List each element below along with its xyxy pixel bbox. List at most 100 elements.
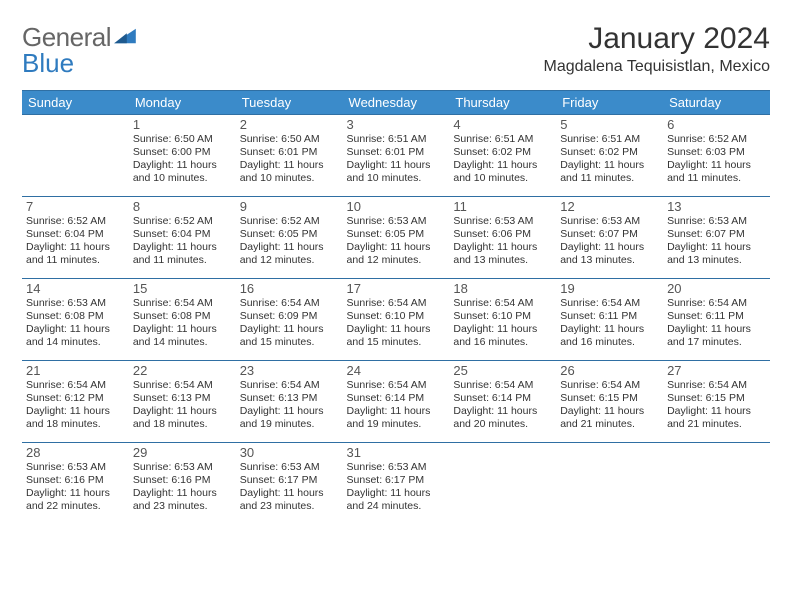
day-info: Sunrise: 6:52 AMSunset: 6:03 PMDaylight:…	[667, 133, 766, 186]
day-number: 17	[347, 281, 446, 296]
weekday-header: Monday	[129, 91, 236, 115]
day-number: 9	[240, 199, 339, 214]
day-info: Sunrise: 6:54 AMSunset: 6:10 PMDaylight:…	[347, 297, 446, 350]
day-info: Sunrise: 6:51 AMSunset: 6:02 PMDaylight:…	[453, 133, 552, 186]
day-info: Sunrise: 6:50 AMSunset: 6:01 PMDaylight:…	[240, 133, 339, 186]
calendar-day-cell: 31Sunrise: 6:53 AMSunset: 6:17 PMDayligh…	[343, 443, 450, 525]
day-info: Sunrise: 6:50 AMSunset: 6:00 PMDaylight:…	[133, 133, 232, 186]
day-number: 1	[133, 117, 232, 132]
calendar-week-row: 1Sunrise: 6:50 AMSunset: 6:00 PMDaylight…	[22, 115, 770, 197]
day-number: 11	[453, 199, 552, 214]
calendar-day-cell: 6Sunrise: 6:52 AMSunset: 6:03 PMDaylight…	[663, 115, 770, 197]
day-number: 8	[133, 199, 232, 214]
day-number: 16	[240, 281, 339, 296]
calendar-day-cell: 5Sunrise: 6:51 AMSunset: 6:02 PMDaylight…	[556, 115, 663, 197]
calendar-day-cell: 3Sunrise: 6:51 AMSunset: 6:01 PMDaylight…	[343, 115, 450, 197]
calendar-day-cell: 20Sunrise: 6:54 AMSunset: 6:11 PMDayligh…	[663, 279, 770, 361]
day-info: Sunrise: 6:53 AMSunset: 6:17 PMDaylight:…	[240, 461, 339, 514]
calendar-day-cell: 25Sunrise: 6:54 AMSunset: 6:14 PMDayligh…	[449, 361, 556, 443]
calendar-day-cell: 30Sunrise: 6:53 AMSunset: 6:17 PMDayligh…	[236, 443, 343, 525]
calendar-day-cell: 23Sunrise: 6:54 AMSunset: 6:13 PMDayligh…	[236, 361, 343, 443]
weekday-header: Wednesday	[343, 91, 450, 115]
month-title: January 2024	[544, 22, 771, 56]
calendar-body: 1Sunrise: 6:50 AMSunset: 6:00 PMDaylight…	[22, 115, 770, 525]
weekday-header: Sunday	[22, 91, 129, 115]
day-info: Sunrise: 6:54 AMSunset: 6:09 PMDaylight:…	[240, 297, 339, 350]
calendar-day-cell: 8Sunrise: 6:52 AMSunset: 6:04 PMDaylight…	[129, 197, 236, 279]
day-number: 12	[560, 199, 659, 214]
day-info: Sunrise: 6:54 AMSunset: 6:11 PMDaylight:…	[667, 297, 766, 350]
day-number: 2	[240, 117, 339, 132]
calendar-day-cell: 16Sunrise: 6:54 AMSunset: 6:09 PMDayligh…	[236, 279, 343, 361]
calendar-day-cell: 21Sunrise: 6:54 AMSunset: 6:12 PMDayligh…	[22, 361, 129, 443]
day-number: 10	[347, 199, 446, 214]
calendar-day-cell: 4Sunrise: 6:51 AMSunset: 6:02 PMDaylight…	[449, 115, 556, 197]
day-number: 13	[667, 199, 766, 214]
day-number: 6	[667, 117, 766, 132]
calendar-day-cell: 22Sunrise: 6:54 AMSunset: 6:13 PMDayligh…	[129, 361, 236, 443]
calendar-week-row: 14Sunrise: 6:53 AMSunset: 6:08 PMDayligh…	[22, 279, 770, 361]
day-number: 5	[560, 117, 659, 132]
day-number: 28	[26, 445, 125, 460]
day-info: Sunrise: 6:53 AMSunset: 6:07 PMDaylight:…	[667, 215, 766, 268]
day-number: 4	[453, 117, 552, 132]
calendar-header-row: SundayMondayTuesdayWednesdayThursdayFrid…	[22, 91, 770, 115]
calendar-day-cell: 1Sunrise: 6:50 AMSunset: 6:00 PMDaylight…	[129, 115, 236, 197]
calendar-day-cell: 27Sunrise: 6:54 AMSunset: 6:15 PMDayligh…	[663, 361, 770, 443]
calendar-day-cell: 7Sunrise: 6:52 AMSunset: 6:04 PMDaylight…	[22, 197, 129, 279]
day-number: 22	[133, 363, 232, 378]
calendar-day-cell: 2Sunrise: 6:50 AMSunset: 6:01 PMDaylight…	[236, 115, 343, 197]
day-number: 30	[240, 445, 339, 460]
weekday-header: Thursday	[449, 91, 556, 115]
day-info: Sunrise: 6:53 AMSunset: 6:17 PMDaylight:…	[347, 461, 446, 514]
calendar-table: SundayMondayTuesdayWednesdayThursdayFrid…	[22, 90, 770, 525]
day-info: Sunrise: 6:54 AMSunset: 6:13 PMDaylight:…	[133, 379, 232, 432]
day-info: Sunrise: 6:54 AMSunset: 6:11 PMDaylight:…	[560, 297, 659, 350]
day-info: Sunrise: 6:54 AMSunset: 6:14 PMDaylight:…	[453, 379, 552, 432]
day-info: Sunrise: 6:52 AMSunset: 6:04 PMDaylight:…	[133, 215, 232, 268]
title-block: January 2024 Magdalena Tequisistlan, Mex…	[544, 22, 771, 76]
day-number: 20	[667, 281, 766, 296]
day-info: Sunrise: 6:54 AMSunset: 6:15 PMDaylight:…	[667, 379, 766, 432]
calendar-day-cell: 18Sunrise: 6:54 AMSunset: 6:10 PMDayligh…	[449, 279, 556, 361]
calendar-day-cell: 26Sunrise: 6:54 AMSunset: 6:15 PMDayligh…	[556, 361, 663, 443]
day-info: Sunrise: 6:53 AMSunset: 6:07 PMDaylight:…	[560, 215, 659, 268]
calendar-day-cell: 15Sunrise: 6:54 AMSunset: 6:08 PMDayligh…	[129, 279, 236, 361]
calendar-week-row: 28Sunrise: 6:53 AMSunset: 6:16 PMDayligh…	[22, 443, 770, 525]
calendar-day-cell	[556, 443, 663, 525]
day-info: Sunrise: 6:53 AMSunset: 6:05 PMDaylight:…	[347, 215, 446, 268]
calendar-day-cell: 13Sunrise: 6:53 AMSunset: 6:07 PMDayligh…	[663, 197, 770, 279]
day-number: 15	[133, 281, 232, 296]
location-subtitle: Magdalena Tequisistlan, Mexico	[544, 58, 771, 76]
day-number: 21	[26, 363, 125, 378]
day-number: 24	[347, 363, 446, 378]
calendar-day-cell: 12Sunrise: 6:53 AMSunset: 6:07 PMDayligh…	[556, 197, 663, 279]
day-number: 26	[560, 363, 659, 378]
calendar-day-cell	[22, 115, 129, 197]
calendar-day-cell	[663, 443, 770, 525]
day-number: 27	[667, 363, 766, 378]
calendar-day-cell: 11Sunrise: 6:53 AMSunset: 6:06 PMDayligh…	[449, 197, 556, 279]
day-info: Sunrise: 6:53 AMSunset: 6:16 PMDaylight:…	[26, 461, 125, 514]
day-info: Sunrise: 6:52 AMSunset: 6:05 PMDaylight:…	[240, 215, 339, 268]
weekday-header: Saturday	[663, 91, 770, 115]
calendar-day-cell: 28Sunrise: 6:53 AMSunset: 6:16 PMDayligh…	[22, 443, 129, 525]
day-info: Sunrise: 6:53 AMSunset: 6:08 PMDaylight:…	[26, 297, 125, 350]
calendar-day-cell: 17Sunrise: 6:54 AMSunset: 6:10 PMDayligh…	[343, 279, 450, 361]
calendar-week-row: 7Sunrise: 6:52 AMSunset: 6:04 PMDaylight…	[22, 197, 770, 279]
calendar-day-cell: 19Sunrise: 6:54 AMSunset: 6:11 PMDayligh…	[556, 279, 663, 361]
calendar-day-cell	[449, 443, 556, 525]
brand-word-2: Blue	[22, 48, 74, 79]
day-number: 14	[26, 281, 125, 296]
calendar-day-cell: 29Sunrise: 6:53 AMSunset: 6:16 PMDayligh…	[129, 443, 236, 525]
day-number: 3	[347, 117, 446, 132]
day-number: 29	[133, 445, 232, 460]
day-info: Sunrise: 6:54 AMSunset: 6:10 PMDaylight:…	[453, 297, 552, 350]
day-info: Sunrise: 6:52 AMSunset: 6:04 PMDaylight:…	[26, 215, 125, 268]
calendar-week-row: 21Sunrise: 6:54 AMSunset: 6:12 PMDayligh…	[22, 361, 770, 443]
logo-triangle-icon	[114, 27, 136, 45]
day-number: 31	[347, 445, 446, 460]
day-number: 23	[240, 363, 339, 378]
day-info: Sunrise: 6:53 AMSunset: 6:06 PMDaylight:…	[453, 215, 552, 268]
day-info: Sunrise: 6:54 AMSunset: 6:14 PMDaylight:…	[347, 379, 446, 432]
